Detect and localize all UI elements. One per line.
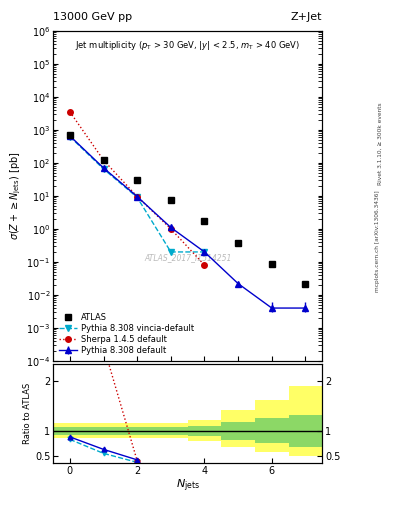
Sherpa 1.4.5 default xyxy=(68,109,72,115)
ATLAS xyxy=(303,281,308,287)
Pythia 8.308 vincia-default xyxy=(169,249,173,255)
Sherpa 1.4.5 default xyxy=(169,226,173,232)
ATLAS xyxy=(68,132,72,138)
Pythia 8.308 vincia-default xyxy=(202,249,207,255)
Text: Jet multiplicity ($p_{\rm T}$ > 30 GeV, $|y|$ < 2.5, $m_{\rm T}$ > 40 GeV): Jet multiplicity ($p_{\rm T}$ > 30 GeV, … xyxy=(75,39,300,52)
Line: ATLAS: ATLAS xyxy=(67,132,309,287)
Pythia 8.308 vincia-default xyxy=(101,166,106,172)
Y-axis label: Ratio to ATLAS: Ratio to ATLAS xyxy=(23,383,32,444)
Text: Rivet 3.1.10, ≥ 300k events: Rivet 3.1.10, ≥ 300k events xyxy=(378,102,383,185)
ATLAS xyxy=(135,177,140,183)
Text: mcplots.cern.ch [arXiv:1306.3436]: mcplots.cern.ch [arXiv:1306.3436] xyxy=(375,190,380,291)
ATLAS xyxy=(101,157,106,163)
ATLAS xyxy=(236,240,241,246)
ATLAS xyxy=(202,218,207,224)
Line: Sherpa 1.4.5 default: Sherpa 1.4.5 default xyxy=(67,109,207,268)
Text: 13000 GeV pp: 13000 GeV pp xyxy=(53,12,132,23)
Pythia 8.308 vincia-default xyxy=(68,134,72,140)
Legend: ATLAS, Pythia 8.308 vincia-default, Sherpa 1.4.5 default, Pythia 8.308 default: ATLAS, Pythia 8.308 vincia-default, Sher… xyxy=(57,311,196,357)
Pythia 8.308 vincia-default xyxy=(135,194,140,200)
ATLAS xyxy=(270,261,274,267)
ATLAS xyxy=(169,197,173,203)
Sherpa 1.4.5 default xyxy=(101,157,106,163)
Y-axis label: $\sigma(Z + \geq N_{\rm jets})$ [pb]: $\sigma(Z + \geq N_{\rm jets})$ [pb] xyxy=(9,152,23,240)
Text: Z+Jet: Z+Jet xyxy=(291,12,322,23)
Sherpa 1.4.5 default xyxy=(202,262,207,268)
X-axis label: $N_{\rm jets}$: $N_{\rm jets}$ xyxy=(176,478,200,494)
Sherpa 1.4.5 default xyxy=(135,194,140,200)
Text: ATLAS_2017_I1514251: ATLAS_2017_I1514251 xyxy=(144,253,231,262)
Line: Pythia 8.308 vincia-default: Pythia 8.308 vincia-default xyxy=(67,134,207,255)
